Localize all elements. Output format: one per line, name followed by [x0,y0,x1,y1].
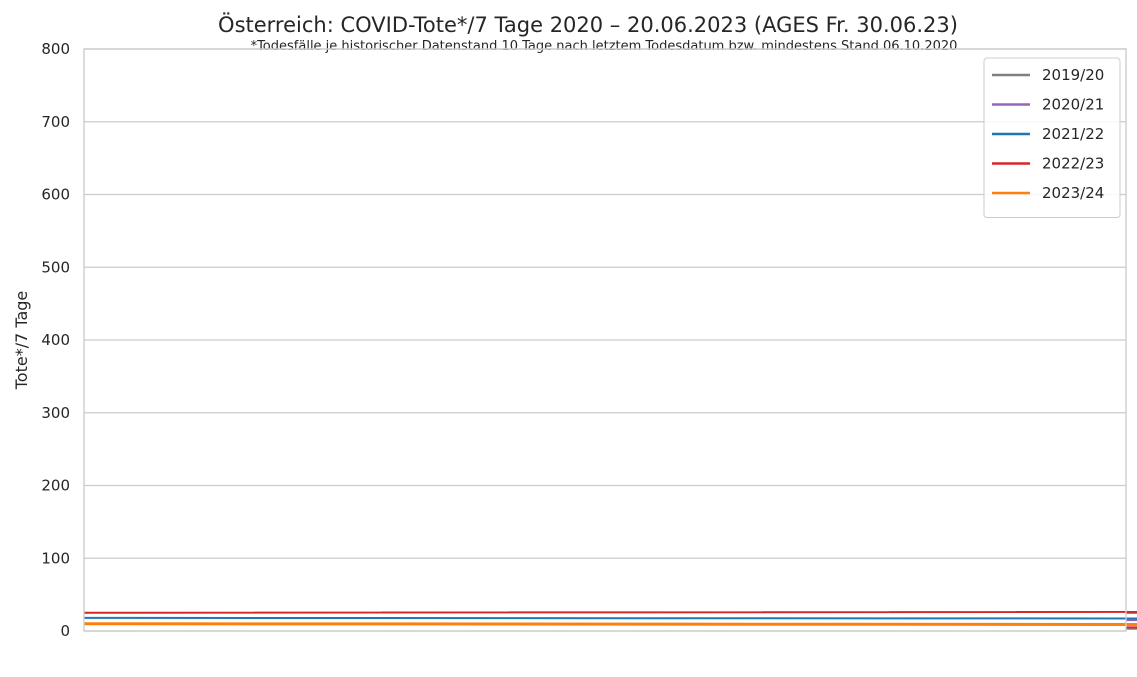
chart-subtitle: *Todesfälle je historischer Datenstand 1… [251,39,958,54]
y-tick-label: 700 [41,113,70,131]
series-line-2021-22 [83,611,1137,620]
y-axis-label: Tote*/7 Tage [12,291,31,391]
series-line-2023-24 [83,622,1137,626]
y-tick-label: 0 [60,622,70,640]
y-tick-label: 500 [41,258,70,276]
legend-label: 2023/24 [1042,184,1104,202]
y-tick-label: 400 [41,331,70,349]
legend-label: 2022/23 [1042,155,1104,173]
series-layer [83,610,1137,630]
legend-label: 2019/20 [1042,66,1104,84]
y-tick-label: 800 [41,40,70,58]
series-line-2020-21 [83,619,1137,626]
legend: 2019/20 2020/21 2021/22 2022/23 2023/24 [983,57,1121,218]
legend-label: 2021/22 [1042,125,1104,143]
y-tick-label: 200 [41,477,70,495]
legend-box [983,57,1121,218]
chart-title: Österreich: COVID-Tote*/7 Tage 2020 – 20… [218,12,958,37]
grid-layer [84,48,1126,632]
tick-layer: 0100200300400500600700800JulAugSepOktNov… [41,40,70,640]
y-tick-label: 600 [41,186,70,204]
legend-label: 2020/21 [1042,96,1104,114]
plot-frame [83,48,1127,632]
y-tick-label: 300 [41,404,70,422]
y-tick-label: 100 [41,549,70,567]
